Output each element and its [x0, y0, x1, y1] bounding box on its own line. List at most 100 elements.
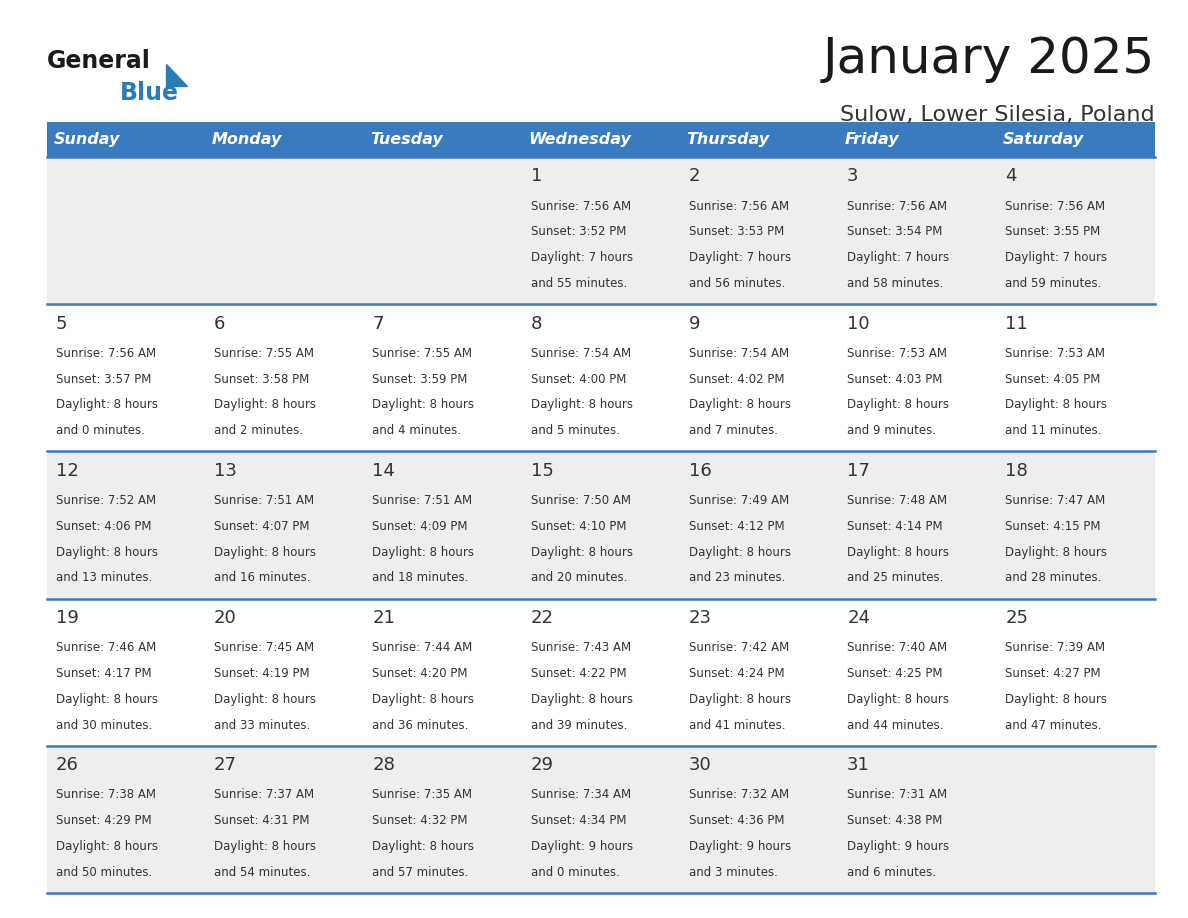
Text: and 18 minutes.: and 18 minutes. — [372, 571, 468, 585]
Text: and 55 minutes.: and 55 minutes. — [531, 277, 627, 290]
Text: Sunrise: 7:54 AM: Sunrise: 7:54 AM — [531, 347, 631, 360]
Text: 20: 20 — [214, 609, 236, 627]
Text: Sunset: 3:58 PM: Sunset: 3:58 PM — [214, 373, 309, 386]
Text: and 6 minutes.: and 6 minutes. — [847, 866, 936, 879]
Text: Sunrise: 7:42 AM: Sunrise: 7:42 AM — [689, 642, 789, 655]
Text: Sunrise: 7:56 AM: Sunrise: 7:56 AM — [847, 200, 947, 213]
Text: Sunrise: 7:43 AM: Sunrise: 7:43 AM — [531, 642, 631, 655]
Text: Daylight: 8 hours: Daylight: 8 hours — [372, 398, 474, 411]
Text: Daylight: 8 hours: Daylight: 8 hours — [1005, 545, 1107, 559]
Text: Sunset: 4:38 PM: Sunset: 4:38 PM — [847, 814, 942, 827]
Text: Daylight: 9 hours: Daylight: 9 hours — [689, 840, 791, 853]
Text: Friday: Friday — [845, 132, 899, 147]
Text: Sunrise: 7:40 AM: Sunrise: 7:40 AM — [847, 642, 947, 655]
Text: and 58 minutes.: and 58 minutes. — [847, 277, 943, 290]
Text: Sunrise: 7:50 AM: Sunrise: 7:50 AM — [531, 494, 631, 507]
Text: 2: 2 — [689, 167, 701, 185]
Text: Sunrise: 7:37 AM: Sunrise: 7:37 AM — [214, 789, 314, 801]
Text: Sunrise: 7:35 AM: Sunrise: 7:35 AM — [372, 789, 473, 801]
Text: and 0 minutes.: and 0 minutes. — [56, 424, 145, 437]
Text: 27: 27 — [214, 756, 236, 774]
Text: Sunset: 4:19 PM: Sunset: 4:19 PM — [214, 667, 310, 680]
Text: 1: 1 — [531, 167, 542, 185]
Text: 31: 31 — [847, 756, 870, 774]
Text: Daylight: 8 hours: Daylight: 8 hours — [214, 398, 316, 411]
Text: 15: 15 — [531, 462, 554, 480]
Text: Sunset: 4:02 PM: Sunset: 4:02 PM — [689, 373, 784, 386]
Text: 12: 12 — [56, 462, 78, 480]
Text: Sunrise: 7:53 AM: Sunrise: 7:53 AM — [847, 347, 947, 360]
Text: Sunset: 4:34 PM: Sunset: 4:34 PM — [531, 814, 626, 827]
Text: and 59 minutes.: and 59 minutes. — [1005, 277, 1101, 290]
Text: 18: 18 — [1005, 462, 1028, 480]
Text: and 2 minutes.: and 2 minutes. — [214, 424, 303, 437]
Text: and 50 minutes.: and 50 minutes. — [56, 866, 152, 879]
Text: Daylight: 8 hours: Daylight: 8 hours — [56, 840, 158, 853]
Text: 19: 19 — [56, 609, 78, 627]
Text: Sunset: 3:59 PM: Sunset: 3:59 PM — [372, 373, 468, 386]
Text: Daylight: 8 hours: Daylight: 8 hours — [531, 693, 632, 706]
Text: and 11 minutes.: and 11 minutes. — [1005, 424, 1102, 437]
Text: Sunrise: 7:51 AM: Sunrise: 7:51 AM — [214, 494, 314, 507]
Text: Sunset: 4:25 PM: Sunset: 4:25 PM — [847, 667, 942, 680]
Text: Sunset: 3:54 PM: Sunset: 3:54 PM — [847, 226, 942, 239]
Text: 25: 25 — [1005, 609, 1029, 627]
Text: 11: 11 — [1005, 315, 1028, 332]
Text: Daylight: 7 hours: Daylight: 7 hours — [847, 252, 949, 264]
Text: Sunset: 4:31 PM: Sunset: 4:31 PM — [214, 814, 310, 827]
Text: Sunset: 4:20 PM: Sunset: 4:20 PM — [372, 667, 468, 680]
Text: Daylight: 8 hours: Daylight: 8 hours — [689, 398, 791, 411]
Text: Daylight: 8 hours: Daylight: 8 hours — [56, 693, 158, 706]
Text: 9: 9 — [689, 315, 701, 332]
Text: Sunset: 3:53 PM: Sunset: 3:53 PM — [689, 226, 784, 239]
Text: Tuesday: Tuesday — [369, 132, 443, 147]
Text: and 25 minutes.: and 25 minutes. — [847, 571, 943, 585]
Text: Blue: Blue — [120, 81, 179, 105]
Text: Sunrise: 7:31 AM: Sunrise: 7:31 AM — [847, 789, 947, 801]
Text: Daylight: 8 hours: Daylight: 8 hours — [847, 693, 949, 706]
Text: Sunrise: 7:46 AM: Sunrise: 7:46 AM — [56, 642, 156, 655]
Bar — [364, 122, 522, 157]
Text: Sunset: 4:22 PM: Sunset: 4:22 PM — [531, 667, 626, 680]
Text: Sunday: Sunday — [53, 132, 120, 147]
Text: Sunrise: 7:54 AM: Sunrise: 7:54 AM — [689, 347, 789, 360]
Text: Daylight: 9 hours: Daylight: 9 hours — [847, 840, 949, 853]
Text: Sunrise: 7:56 AM: Sunrise: 7:56 AM — [56, 347, 156, 360]
Text: Daylight: 8 hours: Daylight: 8 hours — [531, 545, 632, 559]
Text: Sunset: 4:10 PM: Sunset: 4:10 PM — [531, 520, 626, 532]
Text: Daylight: 7 hours: Daylight: 7 hours — [531, 252, 633, 264]
Text: and 7 minutes.: and 7 minutes. — [689, 424, 778, 437]
Text: and 3 minutes.: and 3 minutes. — [689, 866, 778, 879]
Text: and 20 minutes.: and 20 minutes. — [531, 571, 627, 585]
Text: Sunrise: 7:55 AM: Sunrise: 7:55 AM — [372, 347, 473, 360]
Text: Sunrise: 7:56 AM: Sunrise: 7:56 AM — [1005, 200, 1106, 213]
Text: Saturday: Saturday — [1003, 132, 1085, 147]
Text: Sunrise: 7:39 AM: Sunrise: 7:39 AM — [1005, 642, 1106, 655]
Text: Sunrise: 7:34 AM: Sunrise: 7:34 AM — [531, 789, 631, 801]
Text: 22: 22 — [531, 609, 554, 627]
Text: and 41 minutes.: and 41 minutes. — [689, 719, 785, 732]
Text: 21: 21 — [372, 609, 396, 627]
Text: and 33 minutes.: and 33 minutes. — [214, 719, 310, 732]
Text: Sunrise: 7:44 AM: Sunrise: 7:44 AM — [372, 642, 473, 655]
Text: Sunset: 4:06 PM: Sunset: 4:06 PM — [56, 520, 151, 532]
Text: and 47 minutes.: and 47 minutes. — [1005, 719, 1102, 732]
Text: Sunrise: 7:48 AM: Sunrise: 7:48 AM — [847, 494, 947, 507]
Text: Sunset: 4:05 PM: Sunset: 4:05 PM — [1005, 373, 1101, 386]
Text: Sunset: 3:57 PM: Sunset: 3:57 PM — [56, 373, 151, 386]
Text: 28: 28 — [372, 756, 396, 774]
Text: 7: 7 — [372, 315, 384, 332]
Text: Sunset: 4:00 PM: Sunset: 4:00 PM — [531, 373, 626, 386]
Text: 13: 13 — [214, 462, 236, 480]
Text: Sunrise: 7:51 AM: Sunrise: 7:51 AM — [372, 494, 473, 507]
Bar — [839, 122, 997, 157]
Text: and 4 minutes.: and 4 minutes. — [372, 424, 461, 437]
Text: 17: 17 — [847, 462, 870, 480]
Text: Sunset: 4:27 PM: Sunset: 4:27 PM — [1005, 667, 1101, 680]
Bar — [48, 599, 1155, 745]
Text: Sunrise: 7:49 AM: Sunrise: 7:49 AM — [689, 494, 789, 507]
Text: Sunrise: 7:52 AM: Sunrise: 7:52 AM — [56, 494, 156, 507]
Text: Sunset: 3:52 PM: Sunset: 3:52 PM — [531, 226, 626, 239]
Text: Daylight: 8 hours: Daylight: 8 hours — [689, 693, 791, 706]
Text: Daylight: 8 hours: Daylight: 8 hours — [689, 545, 791, 559]
